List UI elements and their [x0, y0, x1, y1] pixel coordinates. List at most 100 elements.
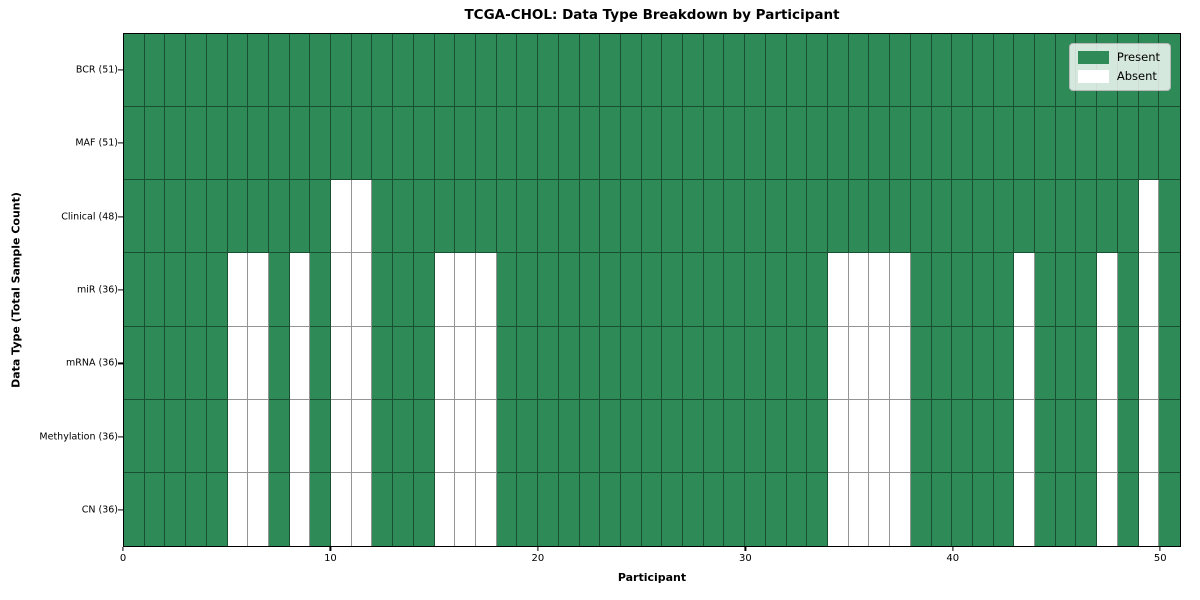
heatmap-cell — [807, 107, 828, 181]
heatmap-cell — [1014, 472, 1036, 546]
heatmap-cell — [828, 107, 849, 181]
heatmap-cell — [579, 253, 601, 327]
heatmap-cell — [683, 326, 704, 400]
heatmap-cell — [434, 34, 456, 108]
heatmap-cell — [910, 472, 932, 546]
heatmap-cell — [310, 34, 332, 108]
heatmap-cell — [206, 253, 228, 327]
heatmap-cell — [206, 326, 228, 400]
heatmap-cell — [517, 326, 539, 400]
heatmap-cell — [786, 253, 808, 327]
heatmap-cell — [289, 180, 311, 254]
heatmap-cell — [496, 180, 518, 254]
heatmap-cell — [952, 107, 973, 181]
heatmap-cell — [765, 107, 787, 181]
heatmap-cell — [434, 472, 456, 546]
heatmap-cell — [765, 326, 787, 400]
heatmap-cell — [724, 180, 746, 254]
x-tick-mark — [122, 547, 124, 551]
heatmap-cell — [910, 253, 932, 327]
heatmap-cell — [1117, 326, 1139, 400]
heatmap-cell — [1138, 107, 1160, 181]
heatmap-cell — [600, 399, 621, 473]
heatmap-cell — [268, 326, 290, 400]
heatmap-cell — [476, 34, 497, 108]
heatmap-cell — [807, 326, 828, 400]
heatmap-cell — [206, 34, 228, 108]
heatmap-cell — [807, 253, 828, 327]
heatmap-cell — [206, 472, 228, 546]
heatmap-cell — [517, 472, 539, 546]
heatmap-cell — [124, 107, 145, 181]
heatmap-cell — [434, 253, 456, 327]
heatmap-cell — [558, 399, 580, 473]
heatmap-cell — [1035, 326, 1056, 400]
heatmap-cell — [310, 253, 332, 327]
heatmap-cell — [351, 326, 373, 400]
heatmap-cell — [1159, 472, 1180, 546]
y-tick-mark — [118, 289, 123, 291]
heatmap-cell — [496, 326, 518, 400]
heatmap-cell — [538, 399, 559, 473]
heatmap-cell — [227, 253, 249, 327]
heatmap-cell — [869, 107, 891, 181]
y-tick-label: Methylation (36) — [39, 431, 118, 443]
heatmap-cell — [289, 399, 311, 473]
heatmap-cell — [786, 34, 808, 108]
heatmap-cell — [765, 34, 787, 108]
heatmap-cell — [186, 326, 207, 400]
heatmap-cell — [600, 253, 621, 327]
heatmap-cell — [476, 399, 497, 473]
heatmap-cell — [848, 472, 870, 546]
heatmap-cell — [931, 326, 953, 400]
heatmap-cell — [765, 399, 787, 473]
heatmap-cell — [434, 107, 456, 181]
x-tick-mark — [744, 547, 746, 551]
heatmap-cell — [455, 399, 476, 473]
heatmap-cell — [620, 34, 642, 108]
heatmap-cell — [289, 253, 311, 327]
heatmap-cell — [703, 180, 725, 254]
heatmap-cell — [165, 326, 187, 400]
heatmap-cell — [268, 253, 290, 327]
heatmap-cell — [600, 34, 621, 108]
heatmap-cell — [1117, 180, 1139, 254]
heatmap-cell — [620, 107, 642, 181]
heatmap-cell — [869, 399, 891, 473]
heatmap-cell — [413, 326, 435, 400]
heatmap-cell — [310, 326, 332, 400]
heatmap-cell — [1097, 472, 1118, 546]
heatmap-cell — [641, 326, 663, 400]
heatmap-cell — [890, 107, 911, 181]
heatmap-cell — [807, 180, 828, 254]
heatmap-cell — [496, 107, 518, 181]
heatmap-cell — [351, 399, 373, 473]
heatmap-cell — [807, 472, 828, 546]
heatmap-cell — [620, 326, 642, 400]
heatmap-cell — [641, 180, 663, 254]
heatmap-cell — [331, 399, 352, 473]
heatmap-cell — [331, 180, 352, 254]
heatmap-cell — [331, 107, 352, 181]
heatmap-cell — [724, 472, 746, 546]
heatmap-cell — [1097, 180, 1118, 254]
legend: Present Absent — [1068, 43, 1171, 91]
heatmap-cell — [993, 253, 1015, 327]
heatmap-cell — [724, 399, 746, 473]
heatmap-cell — [186, 472, 207, 546]
heatmap-cell — [869, 472, 891, 546]
heatmap-cell — [413, 34, 435, 108]
plot-area: Present Absent — [123, 33, 1181, 547]
heatmap-cell — [517, 34, 539, 108]
heatmap-cell — [165, 34, 187, 108]
heatmap-cell — [1117, 399, 1139, 473]
heatmap-cell — [393, 107, 414, 181]
heatmap-cell — [393, 180, 414, 254]
heatmap-cell — [476, 107, 497, 181]
y-tick-mark — [118, 69, 123, 71]
heatmap-cell — [124, 472, 145, 546]
heatmap-cell — [186, 253, 207, 327]
heatmap-cell — [641, 399, 663, 473]
heatmap-cell — [786, 107, 808, 181]
heatmap-cell — [952, 472, 973, 546]
